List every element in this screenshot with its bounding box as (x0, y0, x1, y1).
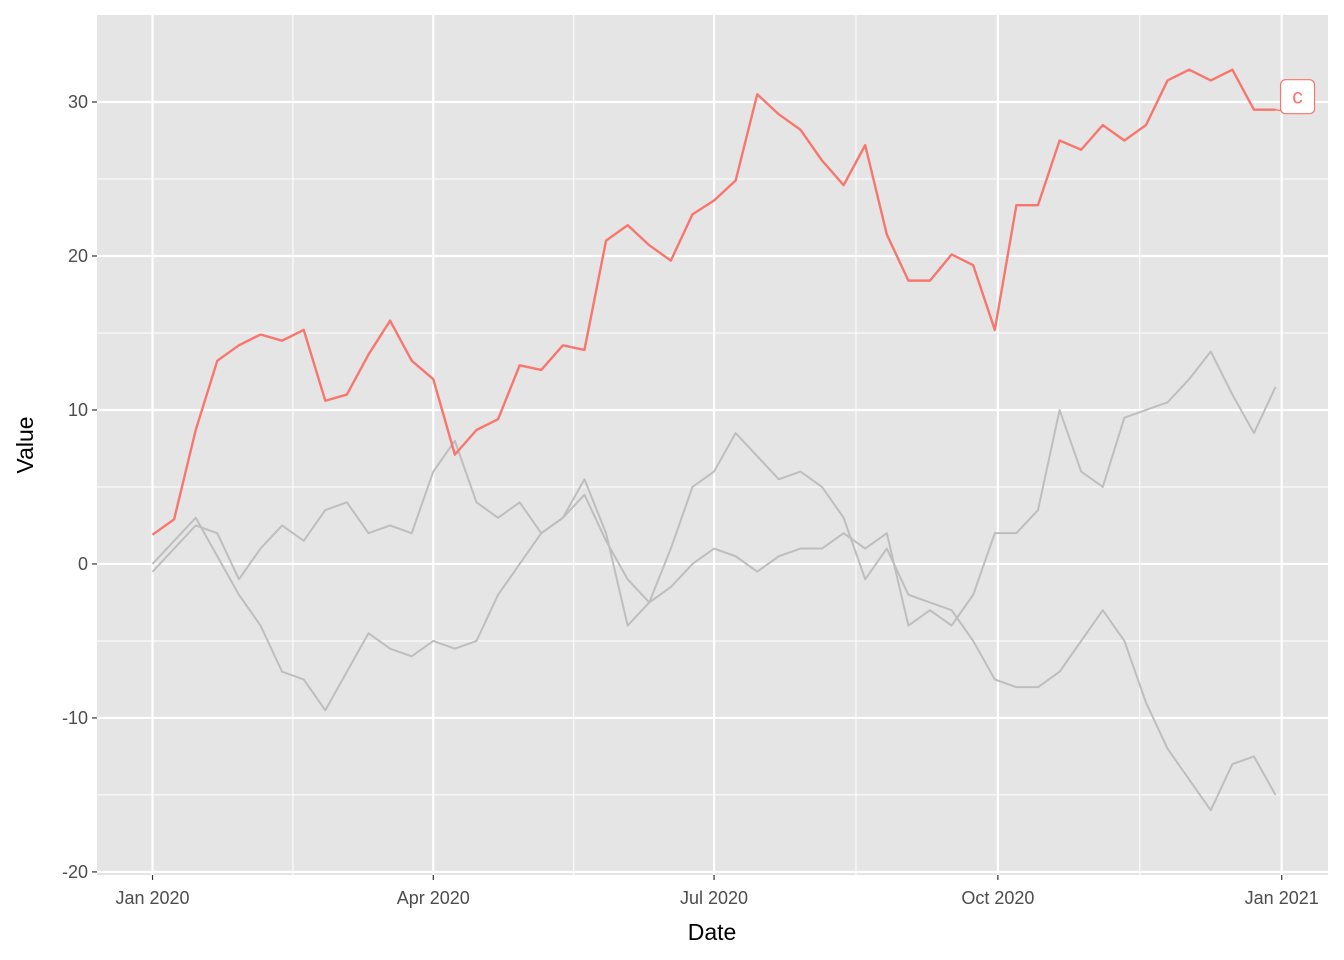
y-tick-label: 10 (68, 400, 88, 420)
series-line (151, 432, 1277, 812)
y-tick-label: -10 (62, 708, 88, 728)
x-axis-title: Date (688, 919, 737, 945)
series-line (151, 68, 1276, 536)
x-tick-label: Oct 2020 (961, 888, 1034, 908)
y-tick-label: 0 (78, 554, 88, 574)
x-tick-label: Apr 2020 (397, 888, 470, 908)
x-tick-label: Jan 2020 (115, 888, 189, 908)
series-line (151, 350, 1277, 627)
y-axis-title: Value (12, 416, 38, 473)
y-tick-label: 20 (68, 246, 88, 266)
series-label: c (1292, 86, 1303, 109)
label-connector (1275, 108, 1281, 112)
y-tick-label: 30 (68, 92, 88, 112)
plot-panel (97, 15, 1328, 875)
y-tick-label: -20 (62, 862, 88, 882)
x-tick-label: Jul 2020 (680, 888, 748, 908)
panel-background (97, 15, 1328, 875)
series-label-box (1279, 79, 1316, 115)
x-tick-label: Jan 2021 (1245, 888, 1319, 908)
